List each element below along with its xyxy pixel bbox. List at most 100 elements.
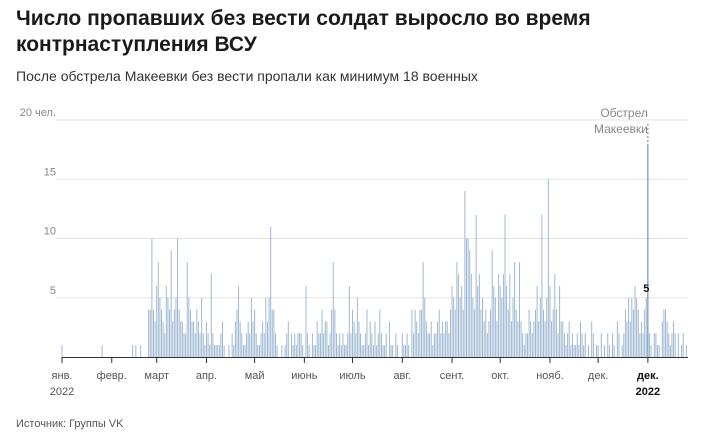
- bar: [557, 333, 559, 357]
- bar: [403, 345, 405, 357]
- bar: [472, 297, 474, 357]
- bar: [559, 285, 561, 357]
- bar: [477, 285, 479, 357]
- bar: [669, 345, 671, 357]
- bar: [520, 321, 522, 357]
- bar: [526, 333, 528, 357]
- bar: [491, 250, 493, 357]
- bar: [329, 333, 331, 357]
- bar: [246, 333, 248, 357]
- bar: [151, 238, 153, 357]
- bar: [445, 321, 447, 357]
- bar: [498, 274, 500, 357]
- bar: [319, 333, 321, 357]
- x-tick-label: дек.: [637, 370, 659, 382]
- bar: [169, 309, 171, 357]
- bar: [377, 333, 379, 357]
- bar: [645, 297, 647, 357]
- bar: [685, 345, 687, 357]
- bar: [424, 297, 426, 357]
- bar: [501, 297, 503, 357]
- x-tick-label: июнь: [291, 370, 317, 382]
- y-tick-label: 15: [44, 166, 56, 178]
- bar: [607, 333, 609, 357]
- bar: [300, 333, 302, 357]
- bar: [210, 274, 212, 357]
- bar: [152, 309, 154, 357]
- bar: [533, 321, 535, 357]
- bar: [541, 214, 543, 357]
- bar: [242, 345, 244, 357]
- bar: [335, 333, 337, 357]
- bar: [467, 238, 469, 357]
- bar: [260, 333, 262, 357]
- bar: [218, 345, 220, 357]
- bar: [597, 345, 599, 357]
- bar: [642, 333, 644, 357]
- bar: [363, 345, 365, 357]
- bar: [165, 285, 167, 357]
- bar: [339, 333, 341, 357]
- bar: [502, 274, 504, 357]
- bar: [621, 345, 623, 357]
- bar: [504, 214, 506, 357]
- bar: [440, 333, 442, 357]
- bar: [453, 297, 455, 357]
- bar: [201, 297, 203, 357]
- bar: [613, 345, 615, 357]
- bar: [161, 309, 163, 357]
- bar: [406, 333, 408, 357]
- y-tick-label: 5: [50, 285, 56, 297]
- bar: [618, 333, 620, 357]
- bar: [482, 297, 484, 357]
- bar: [205, 321, 207, 357]
- annotation-text: Макеевки: [594, 122, 648, 136]
- bar: [636, 297, 638, 357]
- bar: [478, 274, 480, 357]
- bar: [405, 345, 406, 357]
- bar: [509, 274, 511, 357]
- bar: [366, 309, 368, 357]
- bar: [234, 321, 236, 357]
- bar: [396, 345, 398, 357]
- bar: [371, 333, 373, 357]
- x-tick-label: сент.: [440, 370, 465, 382]
- bar: [677, 333, 679, 357]
- bar: [164, 333, 166, 357]
- bar: [443, 333, 445, 357]
- bar: [162, 321, 164, 357]
- bar: [528, 309, 530, 357]
- bar: [222, 321, 224, 357]
- bar: [135, 345, 137, 357]
- bar: [437, 321, 439, 357]
- bar: [342, 333, 344, 357]
- bar: [668, 333, 670, 357]
- bar: [302, 345, 304, 357]
- chart-subtitle: После обстрела Макеевки без вести пропал…: [16, 68, 478, 84]
- bar: [628, 297, 630, 357]
- bar: [578, 345, 580, 357]
- bar: [486, 333, 488, 357]
- bar: [61, 345, 63, 357]
- bar: [432, 345, 434, 357]
- bar: [392, 345, 394, 357]
- bar: [287, 321, 289, 357]
- bar: [655, 333, 657, 357]
- bar: [228, 345, 230, 357]
- bar: [538, 321, 540, 357]
- bar: [254, 309, 256, 357]
- bar: [255, 333, 257, 357]
- bar: [515, 309, 517, 357]
- bar: [332, 262, 334, 357]
- x-tick-label: окт.: [491, 370, 509, 382]
- bar: [156, 285, 158, 357]
- bar: [419, 309, 421, 357]
- bar: [624, 309, 626, 357]
- bar: [305, 285, 307, 357]
- bar: [212, 333, 214, 357]
- bar: [647, 143, 649, 357]
- bar: [587, 345, 589, 357]
- axis-labels: 5 10 15 20 чел. янв. 2022 февр. март апр. май июнь…: [20, 107, 660, 398]
- bar: [183, 333, 185, 357]
- bar: [334, 309, 336, 357]
